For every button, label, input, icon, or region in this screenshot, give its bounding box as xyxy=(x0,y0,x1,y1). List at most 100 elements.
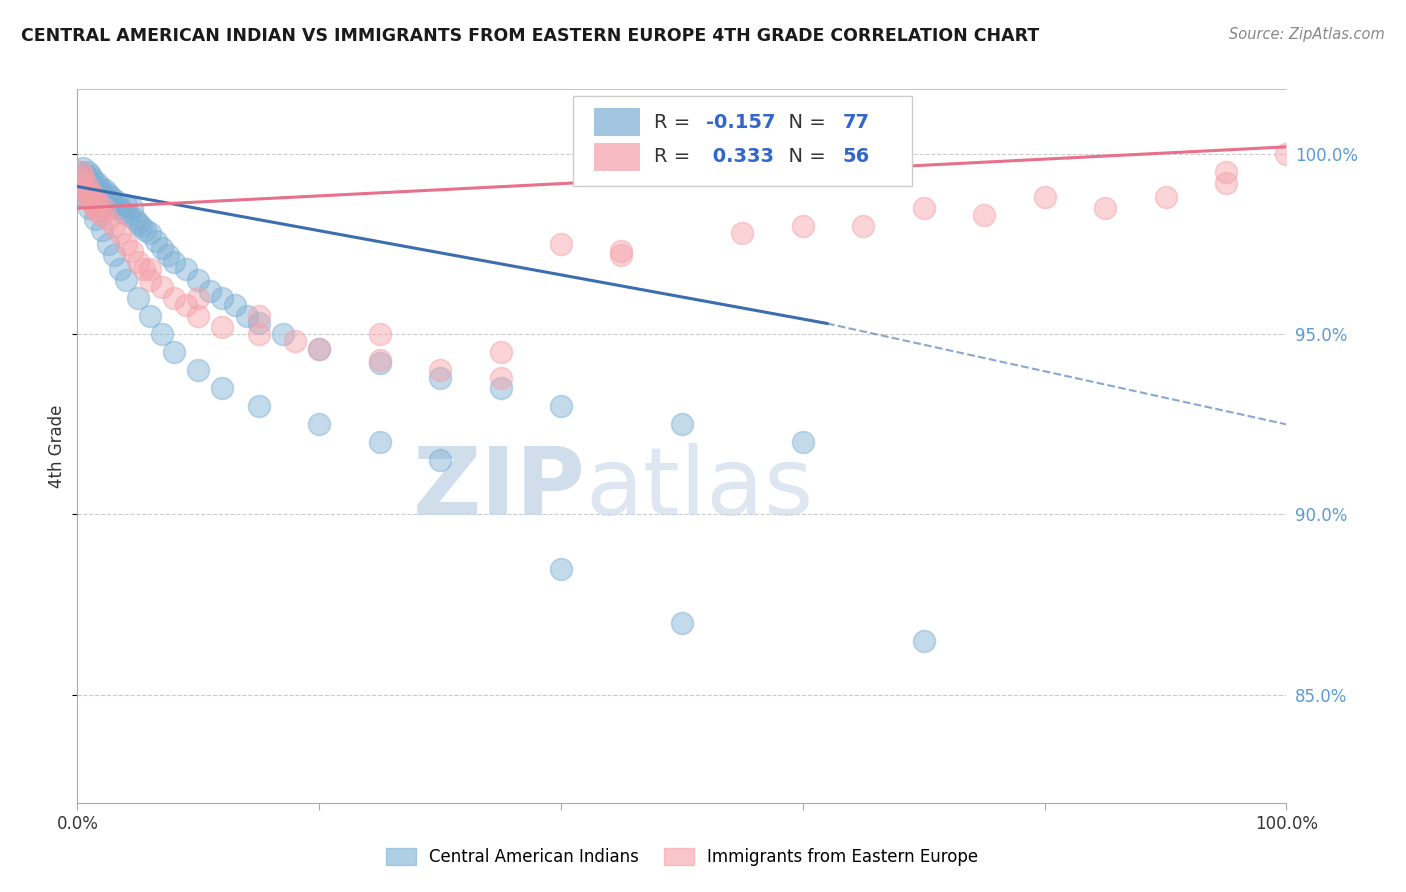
Text: 0.333: 0.333 xyxy=(706,147,775,167)
Text: 77: 77 xyxy=(842,112,870,131)
Point xyxy=(550,237,572,252)
Point xyxy=(429,363,451,377)
Point xyxy=(211,320,233,334)
FancyBboxPatch shape xyxy=(593,109,640,136)
Point xyxy=(76,186,98,201)
Point xyxy=(163,345,186,359)
Point xyxy=(108,262,131,277)
Point xyxy=(1215,176,1237,190)
Point xyxy=(72,161,94,176)
Point xyxy=(124,211,146,226)
Point xyxy=(429,453,451,467)
Text: ZIP: ZIP xyxy=(412,442,585,535)
Text: R =: R = xyxy=(654,112,696,131)
Point xyxy=(610,248,633,262)
Point xyxy=(247,317,270,331)
Point xyxy=(96,237,118,252)
Point xyxy=(79,194,101,208)
Point xyxy=(84,186,107,201)
Point xyxy=(731,227,754,241)
Point xyxy=(284,334,307,349)
Point xyxy=(90,223,112,237)
Point xyxy=(105,194,128,208)
Text: CENTRAL AMERICAN INDIAN VS IMMIGRANTS FROM EASTERN EUROPE 4TH GRADE CORRELATION : CENTRAL AMERICAN INDIAN VS IMMIGRANTS FR… xyxy=(21,27,1039,45)
Point xyxy=(235,310,257,324)
Point xyxy=(550,400,572,414)
Point xyxy=(368,352,391,367)
Point xyxy=(368,356,391,370)
Point xyxy=(114,197,136,211)
Legend: Central American Indians, Immigrants from Eastern Europe: Central American Indians, Immigrants fro… xyxy=(378,841,986,873)
Point xyxy=(98,201,121,215)
Point xyxy=(100,190,122,204)
Point xyxy=(150,280,173,294)
Point xyxy=(87,197,110,211)
Point xyxy=(127,291,149,305)
Point xyxy=(1215,165,1237,179)
Point xyxy=(70,183,93,197)
Point xyxy=(114,273,136,287)
Point xyxy=(1275,147,1298,161)
Point xyxy=(174,298,197,312)
Point xyxy=(792,219,814,234)
Point xyxy=(211,381,233,395)
Point xyxy=(224,298,246,312)
Point xyxy=(610,244,633,259)
Point xyxy=(247,327,270,342)
Point xyxy=(131,219,153,234)
Point xyxy=(83,190,105,204)
Point xyxy=(211,291,233,305)
Point xyxy=(114,237,136,252)
Point xyxy=(82,197,104,211)
Point xyxy=(70,165,93,179)
Point xyxy=(121,201,143,215)
Point xyxy=(103,219,125,234)
Point xyxy=(1033,190,1056,204)
Text: N =: N = xyxy=(776,112,832,131)
Point xyxy=(187,363,209,377)
Point xyxy=(489,345,512,359)
FancyBboxPatch shape xyxy=(593,144,640,170)
Point xyxy=(150,241,173,255)
Point xyxy=(912,633,935,648)
Point xyxy=(308,342,330,356)
Point xyxy=(1154,190,1177,204)
Point xyxy=(70,172,93,186)
FancyBboxPatch shape xyxy=(574,96,911,186)
Point xyxy=(247,310,270,324)
Point xyxy=(77,179,100,194)
Point xyxy=(77,165,100,179)
Point xyxy=(79,190,101,204)
Point xyxy=(247,400,270,414)
Point xyxy=(132,262,155,277)
Point xyxy=(94,183,117,197)
Point xyxy=(127,215,149,229)
Point xyxy=(271,327,294,342)
Point xyxy=(308,417,330,432)
Point xyxy=(187,310,209,324)
Point xyxy=(489,370,512,384)
Point xyxy=(671,417,693,432)
Point xyxy=(368,435,391,450)
Point xyxy=(550,561,572,575)
Point xyxy=(86,176,108,190)
Point xyxy=(157,248,180,262)
Point xyxy=(84,211,107,226)
Point xyxy=(87,183,110,197)
Point xyxy=(671,615,693,630)
Point xyxy=(139,262,162,277)
Point xyxy=(79,169,101,183)
Point xyxy=(163,291,186,305)
Point xyxy=(187,273,209,287)
Point xyxy=(108,227,131,241)
Point xyxy=(90,208,112,222)
Point xyxy=(72,169,94,183)
Point xyxy=(73,176,96,190)
Point xyxy=(93,190,115,204)
Point xyxy=(108,201,131,215)
Point xyxy=(97,194,120,208)
Point xyxy=(91,186,114,201)
Point xyxy=(308,342,330,356)
Point xyxy=(96,186,118,201)
Point xyxy=(90,194,112,208)
